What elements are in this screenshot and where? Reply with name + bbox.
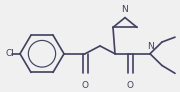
Text: N: N [122, 5, 128, 14]
Text: O: O [127, 81, 134, 90]
Text: N: N [147, 42, 153, 51]
Text: Cl: Cl [5, 49, 14, 58]
Text: O: O [82, 81, 89, 90]
